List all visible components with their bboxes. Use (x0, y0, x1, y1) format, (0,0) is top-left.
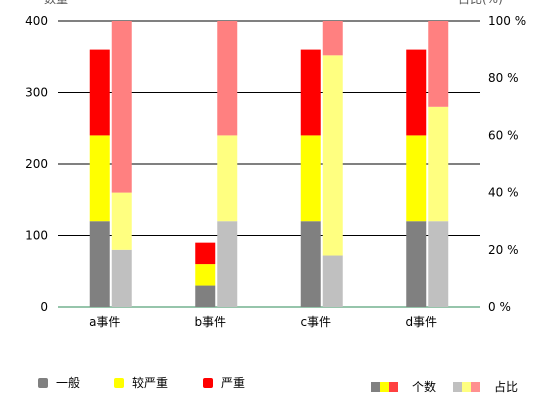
y-right-tick-label: 40 % (488, 186, 519, 200)
ratio-bar-segment (322, 21, 343, 56)
stacked-bar-chart: 0 100 200 300 400 0 % 20 % 40 % 60 % 80 % 100 % 数量 占… (25, 0, 526, 329)
x-category-label: c事件 (300, 315, 331, 329)
y-right-tick-label: 80 % (488, 71, 519, 85)
count-bar-segment (89, 49, 110, 136)
count-bar-segment (406, 135, 427, 222)
legend-ratio-swatch-severe (471, 381, 480, 392)
y-left-tick-label: 300 (25, 86, 48, 100)
y-right-tick-label: 20 % (488, 243, 519, 257)
y-left-tick-label: 100 (25, 229, 48, 243)
y-right-tick-label: 100 % (488, 14, 526, 28)
y-left-axis-title: 数量 (44, 0, 68, 6)
ratio-bar-segment (217, 21, 238, 136)
x-category-label: a事件 (89, 315, 120, 329)
legend-group-ratio[interactable]: 占比 (453, 378, 518, 395)
legend-ratio-swatch-normal (453, 381, 462, 392)
legend-item-severe[interactable]: 严重 (203, 374, 245, 391)
ratio-bar-segment (217, 135, 238, 222)
legend-group-count[interactable]: 个数 (371, 378, 436, 395)
ratio-bar-segment (111, 249, 132, 307)
legend-item-normal[interactable]: 一般 (38, 374, 80, 391)
ratio-bar-segment (217, 221, 238, 307)
count-bar-segment (300, 49, 321, 136)
count-bar-segment (300, 221, 321, 307)
ratio-bar-segment (428, 21, 449, 107)
count-bar-segment (195, 242, 216, 265)
legend-label-normal: 一般 (56, 376, 81, 390)
ratio-bar-segment (111, 21, 132, 193)
legend-count-swatch-serious (380, 381, 389, 392)
legend-count-label: 个数 (412, 380, 437, 394)
legend-ratio-swatch-serious (462, 381, 471, 392)
legend-count-swatch-severe (389, 381, 398, 392)
y-left-tick-label: 400 (25, 14, 48, 28)
ratio-bar-segment (111, 192, 132, 250)
x-category-label: d事件 (405, 315, 437, 329)
legend-swatch-severe (203, 377, 213, 388)
legend-ratio-label: 占比 (494, 380, 519, 394)
count-bar-segment (89, 135, 110, 222)
count-bar-segment (195, 264, 216, 286)
legend-swatch-serious (114, 377, 124, 388)
count-bar-segment (300, 135, 321, 222)
ratio-bar-segment (428, 221, 449, 307)
y-left-tick-label: 200 (25, 157, 48, 171)
legend-swatch-normal (38, 377, 48, 388)
count-bar-segment (406, 49, 427, 136)
y-right-tick-label: 60 % (488, 128, 519, 142)
legend-label-serious: 较严重 (132, 376, 169, 390)
legend-label-severe: 严重 (221, 376, 246, 390)
y-right-axis-title: 占比(%) (458, 0, 503, 6)
count-bar-segment (195, 285, 216, 307)
y-right-tick-label: 0 % (488, 300, 511, 314)
ratio-bar-segment (428, 106, 449, 222)
legend-count-swatch-normal (371, 381, 380, 392)
legend-item-serious[interactable]: 较严重 (114, 374, 168, 391)
count-bar-segment (89, 221, 110, 307)
x-category-label: b事件 (194, 315, 226, 329)
ratio-bar-segment (322, 255, 343, 307)
y-left-tick-label: 0 (40, 300, 48, 314)
ratio-bar-segment (322, 55, 343, 256)
count-bar-segment (406, 221, 427, 307)
